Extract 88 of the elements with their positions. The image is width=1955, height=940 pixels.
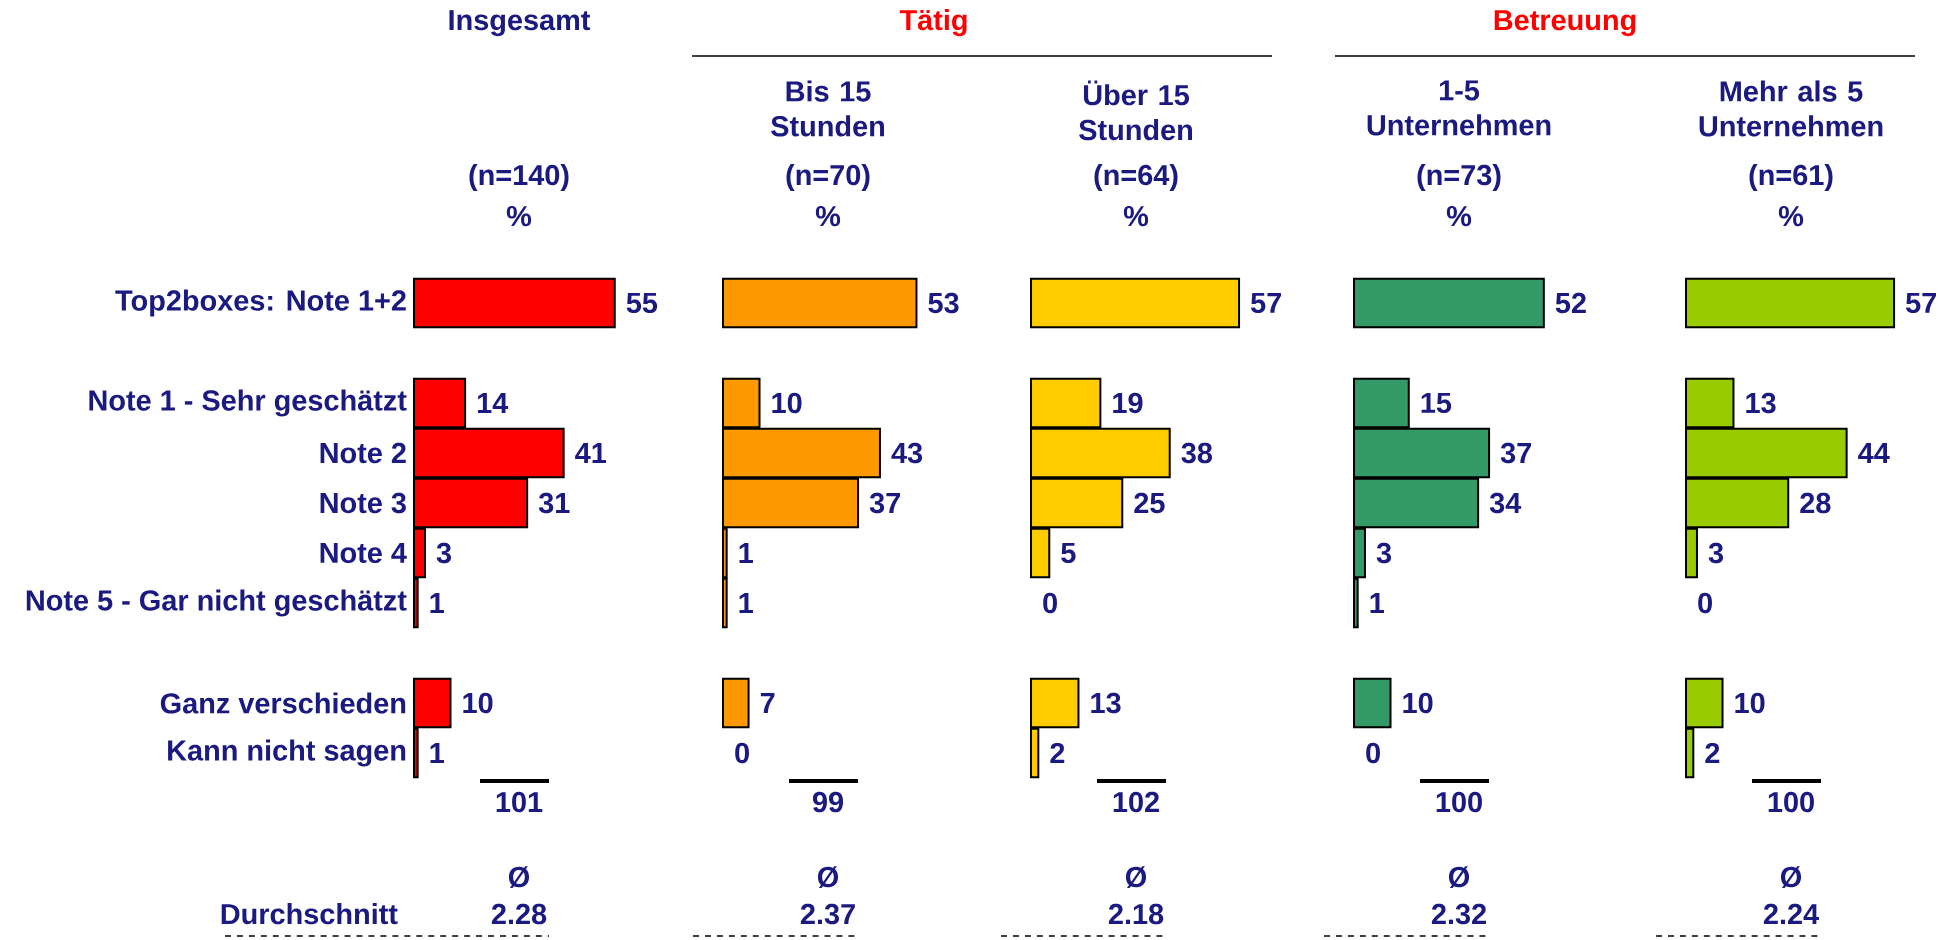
text: 2.28 xyxy=(491,903,547,925)
data-label: 5 xyxy=(1061,542,1076,564)
data-label: 10 xyxy=(463,692,493,714)
chart-title: Tätig xyxy=(899,9,967,37)
data-label: 3 xyxy=(1376,542,1392,564)
data-label: 57 xyxy=(1905,292,1936,314)
data-label: 53 xyxy=(928,292,959,314)
y-tick-label: Kann nicht sagen xyxy=(168,739,406,767)
text: (n=61) xyxy=(1749,164,1833,192)
bar xyxy=(1353,277,1545,329)
text: % xyxy=(815,205,841,227)
data-label: 0 xyxy=(1366,742,1380,764)
bar xyxy=(722,677,750,729)
text: 2.37 xyxy=(800,903,855,925)
data-label: 28 xyxy=(1800,492,1831,514)
data-label: 14 xyxy=(477,393,509,413)
data-label: 34 xyxy=(1489,492,1522,514)
data-label: 1 xyxy=(430,593,444,613)
data-label: 0 xyxy=(1043,592,1057,614)
text: 100 xyxy=(1768,791,1814,813)
chart-subtitle: 1-5 Unternehmen xyxy=(1367,80,1551,136)
text: 100 xyxy=(1436,791,1482,813)
text: Ø xyxy=(1780,866,1802,889)
text: % xyxy=(1123,205,1149,227)
bar xyxy=(1685,277,1896,329)
data-label: 7 xyxy=(760,693,775,713)
chart-title: Insgesamt xyxy=(449,10,591,37)
data-label: 10 xyxy=(1403,692,1433,714)
bar xyxy=(1030,277,1241,329)
text: 102 xyxy=(1113,791,1159,813)
data-label: 38 xyxy=(1181,442,1213,464)
text: Ø xyxy=(817,866,839,889)
data-label: 55 xyxy=(626,292,658,314)
data-label: 52 xyxy=(1555,292,1586,314)
text: % xyxy=(1446,205,1472,227)
chart-subtitle: Bis 15 Stunden xyxy=(771,80,885,137)
data-label: 2 xyxy=(1050,742,1065,764)
text: (n=73) xyxy=(1417,164,1501,192)
data-label: 1 xyxy=(1370,593,1384,613)
data-label: 15 xyxy=(1421,392,1452,414)
data-label: 10 xyxy=(772,392,802,414)
data-label: 1 xyxy=(739,543,753,563)
data-label: 41 xyxy=(575,443,607,463)
data-label: 57 xyxy=(1250,292,1281,314)
data-label: 37 xyxy=(1500,442,1531,464)
text: % xyxy=(506,205,532,227)
text: Ø xyxy=(1448,866,1470,889)
text: (n=70) xyxy=(786,164,870,192)
data-label: 13 xyxy=(1091,692,1121,714)
bar xyxy=(1353,677,1392,729)
data-label: 2 xyxy=(1705,742,1720,764)
data-label: 10 xyxy=(1735,692,1765,714)
text: 2.32 xyxy=(1431,903,1486,925)
text: 99 xyxy=(812,791,844,813)
y-tick-label: Note 5 - Gar nicht geschätzt xyxy=(26,589,407,617)
y-tick-label: Note 2 xyxy=(320,442,406,464)
data-label: 0 xyxy=(1698,592,1712,614)
y-tick-label: Note 4 xyxy=(320,542,407,564)
bar xyxy=(722,277,918,329)
data-label: 25 xyxy=(1134,492,1165,514)
text: Ø xyxy=(508,866,530,889)
data-label: 0 xyxy=(735,742,749,764)
data-label: 1 xyxy=(430,743,444,763)
data-label: 3 xyxy=(436,542,452,564)
data-label: 3 xyxy=(1708,542,1724,564)
y-tick-label: Note 1 - Sehr geschätzt xyxy=(89,389,407,417)
chart-subtitle: Über 15 Stunden xyxy=(1079,80,1193,141)
text: (n=64) xyxy=(1094,164,1178,192)
data-label: 19 xyxy=(1113,392,1143,414)
text: 2.24 xyxy=(1763,903,1819,924)
data-label: 37 xyxy=(869,492,900,514)
text: Ø xyxy=(1125,866,1147,889)
y-tick-label: Note 3 xyxy=(320,492,406,514)
text: Durchschnitt xyxy=(221,903,398,925)
data-label: 44 xyxy=(1858,443,1890,463)
data-label: 13 xyxy=(1746,392,1776,414)
text: 2.18 xyxy=(1108,903,1164,925)
text: 101 xyxy=(496,791,543,813)
text: (n=140) xyxy=(469,164,569,192)
chart-subtitle: Mehr als 5 Unternehmen xyxy=(1699,80,1883,137)
data-label: 31 xyxy=(538,492,570,514)
text: % xyxy=(1778,205,1804,227)
y-tick-label: Top2boxes: Note 1+2 xyxy=(115,289,406,317)
bar xyxy=(413,277,616,329)
y-tick-label: Ganz verschieden xyxy=(160,692,406,714)
data-label: 43 xyxy=(891,442,923,464)
data-label: 1 xyxy=(739,593,753,613)
chart-title: Betreuung xyxy=(1494,10,1636,37)
